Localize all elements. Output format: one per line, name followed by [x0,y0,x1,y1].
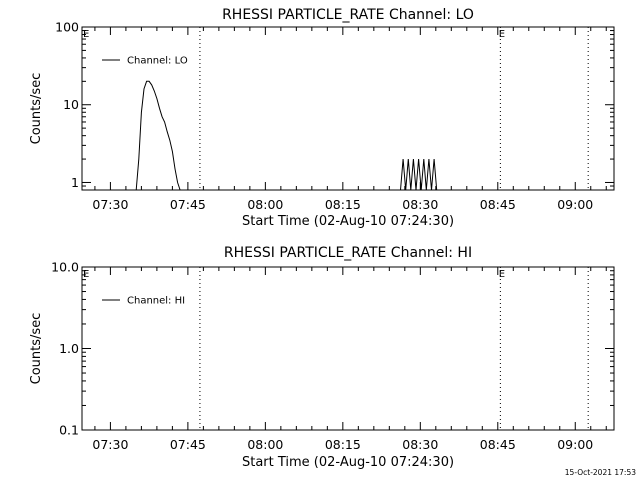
panel-1-plot-frame [81,266,615,431]
panel-1-x-axis-label: Start Time (02-Aug-10 07:24:30) [242,455,454,470]
panel-0-y-axis-label: Counts/sec [29,73,44,145]
panel-0-y-tick-label: 10 [63,97,79,112]
panel-1-x-tick-label: 08:45 [480,437,516,452]
panel-1-x-tick-label: 08:15 [325,437,361,452]
panel-1-x-tick-label: 07:30 [92,437,128,452]
panel-0-x-tick-label: 08:15 [325,197,361,212]
panel-0-x-tick-label: 07:30 [92,197,128,212]
panel-0-x-tick-label: 07:45 [170,197,206,212]
panel-0-legend-label: Channel: LO [127,56,188,67]
panel-1-y-axis-label: Counts/sec [29,313,44,385]
panel-0-plot-frame [81,26,615,191]
panel-1-marker-e: E [83,269,89,280]
panel-0-title: RHESSI PARTICLE_RATE Channel: LO [222,7,474,23]
panel-1-title: RHESSI PARTICLE_RATE Channel: HI [224,245,472,261]
panel-1-x-tick-label: 08:30 [402,437,438,452]
panel-1-marker-e: E [499,269,505,280]
panel-1-legend-label: Channel: HI [127,296,185,307]
panel-0-y-tick-label: 1 [71,175,79,190]
panel-1-y-tick-label: 10.0 [51,260,79,275]
footer-timestamp: 15-Oct-2021 17:53 [565,468,636,477]
panel-1-x-tick-label: 09:00 [557,437,593,452]
panel-0-marker-e: E [499,29,505,40]
panel-0-x-tick-label: 08:30 [402,197,438,212]
panel-0-x-tick-label: 08:00 [247,197,283,212]
panel-0-x-tick-label: 08:45 [480,197,516,212]
panel-0-y-tick-label: 100 [55,20,79,35]
panel-0-x-axis-label: Start Time (02-Aug-10 07:24:30) [242,214,454,229]
panel-1-x-tick-label: 08:00 [247,437,283,452]
panel-1-x-tick-label: 07:45 [170,437,206,452]
panel-0-series-line [135,80,440,191]
panel-0-marker-e: E [83,29,89,40]
panel-0-x-tick-label: 09:00 [557,197,593,212]
panel-1-y-tick-label: 0.1 [59,423,79,438]
panel-1-y-tick-label: 1.0 [59,341,79,356]
